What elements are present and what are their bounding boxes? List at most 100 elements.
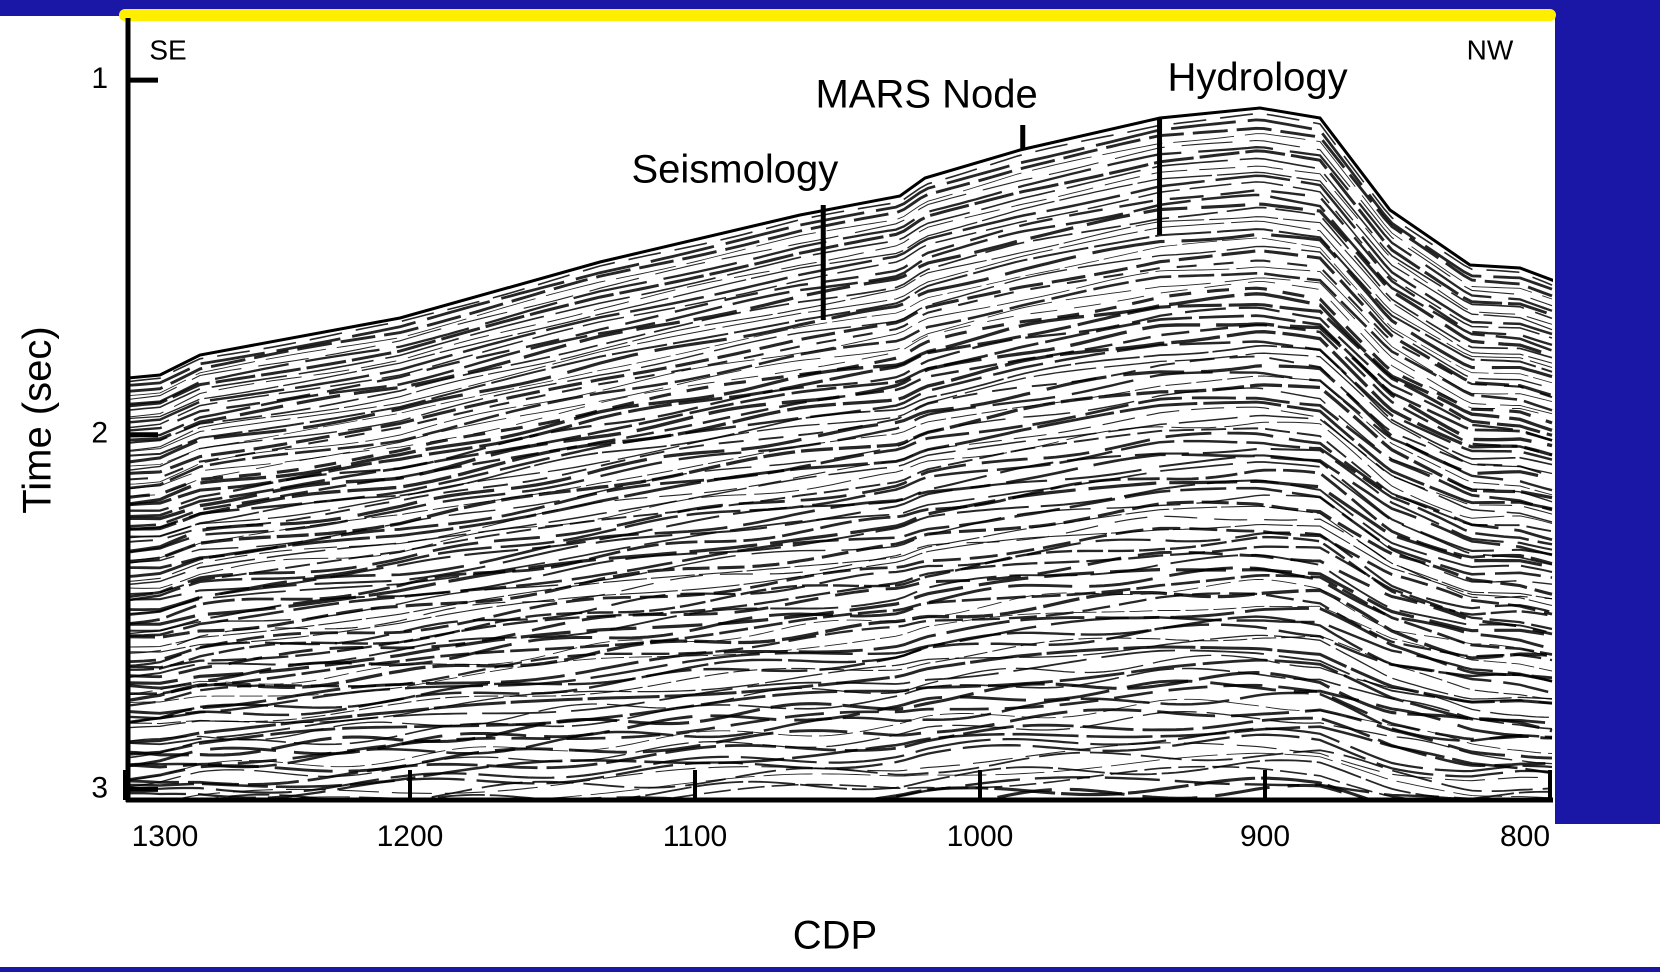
reflector <box>128 725 1553 789</box>
axis-area <box>0 824 1660 967</box>
reflector <box>128 573 1553 696</box>
reflector <box>128 146 1553 406</box>
reflector <box>128 468 1553 625</box>
x-tick-label: 1100 <box>663 820 728 853</box>
reflector <box>128 363 1553 553</box>
reflector <box>128 314 1553 518</box>
reflector <box>128 461 1553 615</box>
annotation-label: MARS Node <box>815 73 1037 117</box>
reflector <box>128 427 1553 596</box>
reflector <box>128 249 1553 475</box>
direction-label: SE <box>149 34 186 65</box>
reflector <box>128 112 1553 383</box>
reflector <box>198 749 1553 800</box>
y-tick-label: 1 <box>91 62 108 95</box>
reflector <box>128 202 1553 442</box>
reflector <box>128 396 1553 570</box>
reflector <box>128 306 1553 512</box>
x-axis-title: CDP <box>793 914 877 958</box>
reflector <box>128 271 1553 490</box>
y-tick-label: 2 <box>91 417 108 450</box>
reflector <box>128 352 1553 539</box>
reflector <box>128 375 1553 561</box>
reflector <box>128 670 1553 757</box>
reflector <box>128 545 1553 669</box>
reflector <box>128 414 1553 586</box>
reflector <box>128 189 1553 432</box>
reflector <box>128 494 1553 635</box>
reflector <box>128 344 1553 538</box>
x-tick-label: 800 <box>1500 820 1550 853</box>
reflector <box>128 733 1553 799</box>
reflector <box>128 578 1553 696</box>
reflector <box>414 759 1552 800</box>
reflector <box>128 237 1553 467</box>
reflector <box>128 193 1553 438</box>
reflector <box>650 765 1552 800</box>
reflector <box>128 616 1553 720</box>
reflector <box>128 302 1553 507</box>
reflector <box>128 400 1553 579</box>
reflector <box>128 635 1553 725</box>
reflector <box>128 206 1553 444</box>
reflector <box>128 658 1553 756</box>
reflector <box>128 431 1553 599</box>
reflector <box>128 649 1553 746</box>
reflector <box>128 588 1553 703</box>
reflector <box>128 232 1553 464</box>
reflector <box>128 727 1553 794</box>
reflector <box>128 133 1553 397</box>
reflector <box>643 776 1376 800</box>
reflector <box>128 553 1553 679</box>
reflector <box>128 323 1553 528</box>
reflector <box>128 550 1553 679</box>
direction-label: NW <box>1467 34 1514 65</box>
seismic-texture <box>128 106 1553 800</box>
reflector <box>128 126 1553 393</box>
reflector <box>128 708 1553 782</box>
reflector <box>128 171 1553 420</box>
axis-area-left <box>0 16 128 824</box>
y-tick-label: 3 <box>91 771 108 804</box>
reflector <box>128 387 1553 564</box>
reflector <box>128 165 1553 418</box>
reflector <box>128 500 1553 639</box>
reflector <box>789 783 1370 800</box>
reflector <box>128 535 1553 671</box>
reflector <box>128 330 1553 531</box>
reflector <box>128 479 1553 632</box>
x-tick-label: 1200 <box>377 820 444 853</box>
reflector <box>128 454 1553 616</box>
reflector <box>128 181 1553 429</box>
reflector <box>128 439 1553 602</box>
reflector <box>128 667 1553 759</box>
reflector <box>128 683 1553 769</box>
x-tick-label: 1000 <box>947 820 1014 853</box>
reflector <box>128 606 1553 715</box>
reflector <box>128 157 1553 411</box>
reflector <box>128 118 1553 387</box>
reflector <box>128 322 1553 521</box>
reflector <box>128 567 1553 685</box>
reflector <box>128 277 1553 490</box>
seafloor <box>128 106 1553 380</box>
reflector <box>128 149 1553 408</box>
annotation-label: Seismology <box>631 148 838 192</box>
reflector <box>128 654 1553 742</box>
x-tick-label: 1300 <box>132 820 199 853</box>
reflector <box>128 526 1553 664</box>
reflector <box>128 139 1553 401</box>
y-axis-title: Time (sec) <box>16 326 60 513</box>
reflector <box>128 220 1553 452</box>
reflector <box>128 479 1553 626</box>
x-tick-label: 900 <box>1240 820 1290 853</box>
reflector <box>128 266 1553 485</box>
reflector <box>128 710 1553 788</box>
annotation-label: Hydrology <box>1168 56 1348 100</box>
reflector <box>128 245 1553 471</box>
reflector <box>128 174 1553 424</box>
reflector <box>128 216 1553 452</box>
reflector <box>252 752 1553 800</box>
